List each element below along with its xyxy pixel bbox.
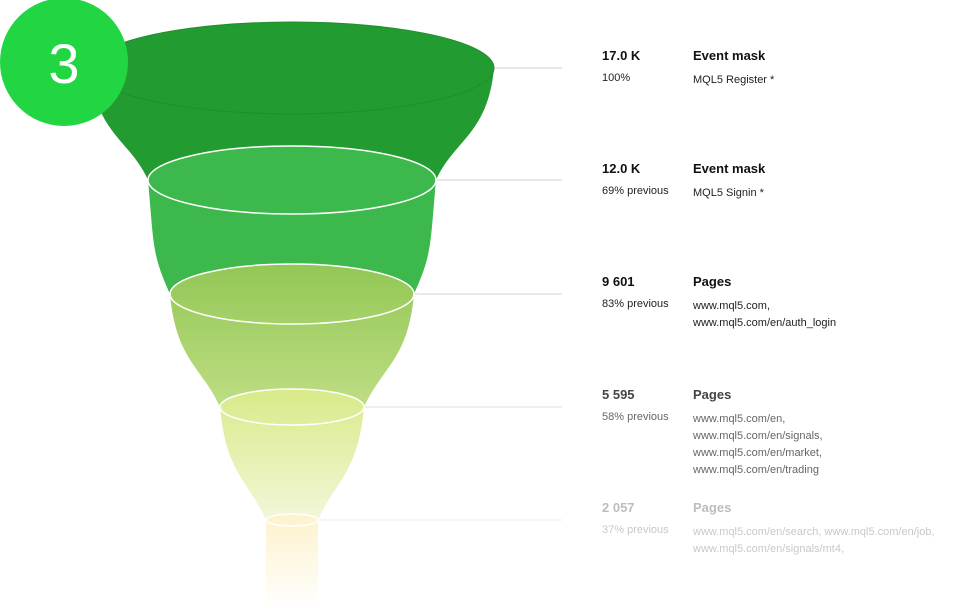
stage-details: MQL5 Signin * [693,185,764,202]
stage-title: Pages [693,274,732,289]
funnel-stage-rim-5 [265,513,319,527]
stage-value: 12.0 K [602,161,641,176]
stage-detail-line: www.mql5.com/en/signals/mt4, [693,543,844,555]
stage-value: 17.0 K [602,48,641,63]
funnel-stage-5 [266,514,318,609]
funnel-stage-rim-2 [147,145,437,215]
stage-detail-line: MQL5 Signin * [693,187,764,199]
stage-detail-line: www.mql5.com, [693,300,771,312]
stage-percent: 58% previous [602,411,669,423]
funnel-bodies [89,21,495,609]
stage-details: www.mql5.com/en/search, www.mql5.com/en/… [693,524,934,558]
stage-percent: 69% previous [602,185,669,197]
stage-title: Event mask [693,48,766,63]
stage-percent: 83% previous [602,298,669,310]
stage-detail-line: www.mql5.com/en/market, [693,447,822,459]
stage-value: 5 595 [602,387,635,402]
stage-detail-line: www.mql5.com/en/auth_login [693,317,837,329]
stage-title: Event mask [693,161,766,176]
funnel-stage-4 [220,389,364,526]
stage-title: Pages [693,387,732,402]
funnel-stage-rim-1 [89,21,495,115]
stage-details: www.mql5.com, www.mql5.com/en/auth_login [693,298,836,332]
stage-details: www.mql5.com/en, www.mql5.com/en/signals,… [693,411,823,479]
stage-details: MQL5 Register * [693,72,774,89]
funnel-stage-rim-3 [169,263,415,325]
funnel-stage-3 [170,264,414,425]
funnel-stage-rim-4 [219,388,365,426]
stage-detail-line: www.mql5.com/en/trading [693,464,819,476]
stage-title: Pages [693,500,732,515]
stage-percent: 100% [602,72,631,84]
stage-detail-line: www.mql5.com/en/signals, [693,430,823,442]
stage-value: 9 601 [602,274,635,289]
stage-percent: 37% previous [602,524,669,536]
stage-detail-line: www.mql5.com/en/search, www.mql5.com/en/… [693,526,935,538]
step-number-badge: 3 [0,0,128,126]
stage-detail-line: www.mql5.com/en, [693,413,786,425]
stage-value: 2 057 [602,500,635,515]
connector-lines [316,67,562,521]
stage-detail-line: MQL5 Register * [693,74,775,86]
step-number: 3 [48,32,80,95]
